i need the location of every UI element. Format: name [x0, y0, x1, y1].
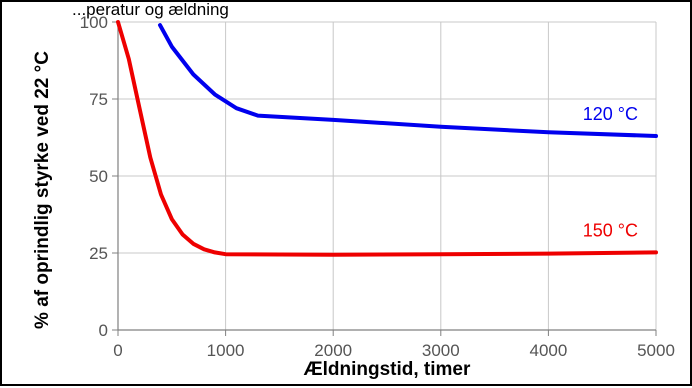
y-axis-title: % af oprindlig styrke ved 22 °C [32, 51, 53, 329]
series-label-1: 150 °C [583, 220, 638, 240]
y-tick-label: 75 [89, 90, 108, 109]
y-tick-label: 50 [89, 167, 108, 186]
x-tick-label: 5000 [637, 341, 675, 360]
series-line-1 [116, 20, 658, 257]
grid [118, 21, 657, 330]
y-tick-label: 25 [89, 244, 108, 263]
x-tick-label: 2000 [314, 341, 352, 360]
tick-labels: 0 1000 2000 3000 4000 5000 0 25 50 75 100 [80, 13, 675, 360]
series-line-0 [158, 23, 658, 138]
x-tick-label: 3000 [422, 341, 460, 360]
x-tick-label: 0 [113, 341, 122, 360]
x-tick-label: 4000 [529, 341, 567, 360]
x-axis-title: Ældningstid, timer [304, 359, 471, 380]
y-tick-label: 100 [80, 13, 108, 32]
x-tick-label: 1000 [207, 341, 245, 360]
series: 120 °C 150 °C [116, 20, 658, 257]
chart-title: ...peratur og ældning [72, 2, 229, 19]
series-label-0: 120 °C [583, 104, 638, 124]
y-tick-label: 0 [99, 321, 108, 340]
axes [112, 21, 657, 336]
